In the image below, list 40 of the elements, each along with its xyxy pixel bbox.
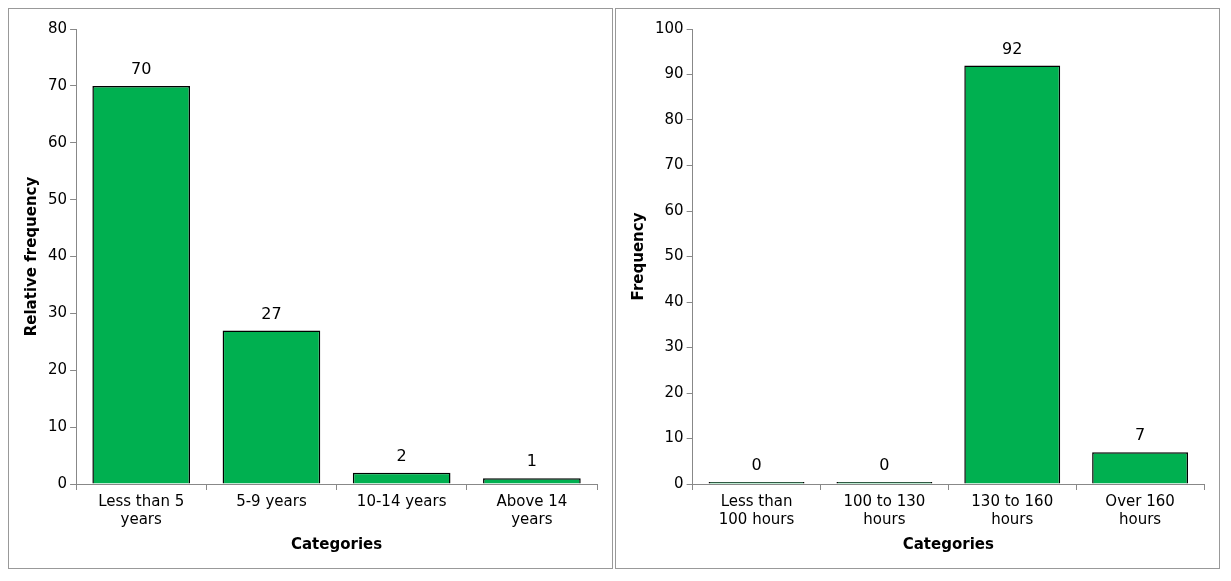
x-tick-label: 130 to 160 hours [971,491,1054,528]
x-tick-label: 10-14 years [356,491,447,510]
y-tick-label: 70 [664,155,684,174]
x-tick-label: 5-9 years [236,491,307,510]
y-tick-label: 70 [47,75,68,94]
data-label: 2 [396,445,407,465]
y-tick-label: 20 [47,360,68,379]
data-label: 70 [131,59,152,79]
y-axis-title: Frequency [628,212,647,301]
y-tick-label: 90 [664,64,684,83]
x-tick-label: Less than 100 hours [718,491,795,528]
data-label: 0 [751,455,762,475]
data-label: 7 [1134,425,1146,445]
data-label: 1 [526,451,537,471]
y-tick-label: 0 [674,473,684,492]
y-tick-label: 10 [664,428,684,447]
y-axis-title: Relative frequency [21,176,40,337]
y-tick-label: 20 [664,382,684,401]
y-tick-label: 30 [47,303,68,322]
data-label: 92 [1002,38,1023,58]
y-tick-label: 50 [47,189,68,208]
y-tick-label: 80 [47,18,68,37]
data-label: 27 [261,303,282,323]
y-tick-label: 60 [47,132,68,151]
x-tick-label: Above 14 years [496,491,568,528]
y-tick-label: 10 [47,417,68,436]
y-tick-label: 0 [57,473,68,492]
y-tick-label: 80 [664,109,684,128]
x-axis-title: Categories [290,534,383,553]
x-tick-label: 100 to 130 hours [843,491,926,528]
y-tick-label: 30 [664,337,684,356]
y-tick-label: 100 [654,18,684,37]
y-tick-label: 40 [664,291,684,310]
x-tick-label: Over 160 hours [1105,491,1175,528]
x-axis-title: Categories [902,534,994,553]
y-tick-label: 60 [664,200,684,219]
data-label: 0 [879,455,890,475]
y-tick-label: 40 [47,246,68,265]
x-tick-label: Less than 5 years [98,491,185,528]
y-tick-label: 50 [664,246,684,265]
